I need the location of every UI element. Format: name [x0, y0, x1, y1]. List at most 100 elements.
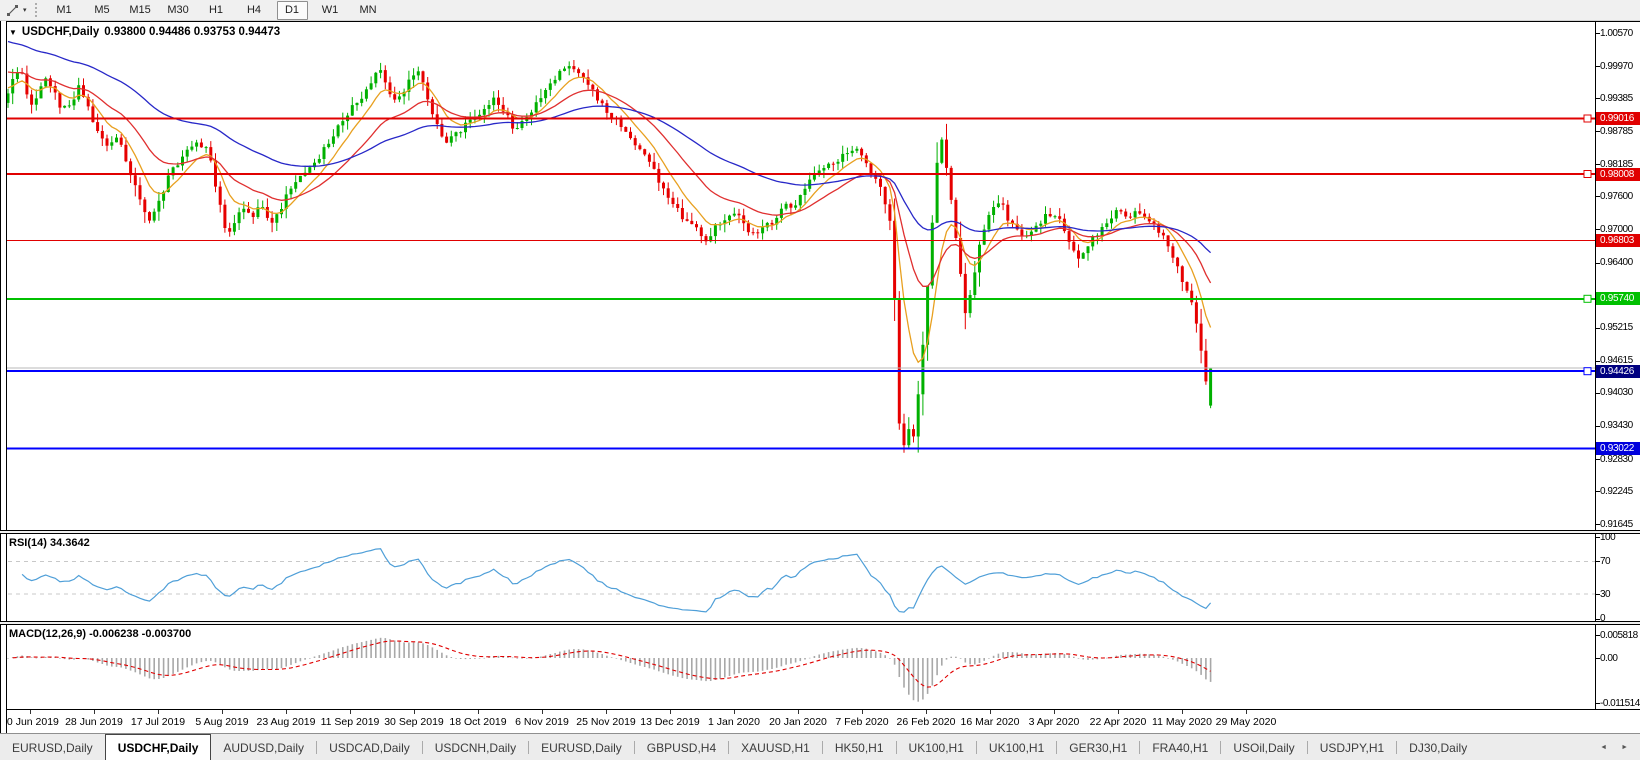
tab-GER30-H1[interactable]: GER30,H1 [1069, 740, 1128, 755]
rsi-tick-label-tick [1596, 618, 1600, 620]
macd-tick-label-tick [1596, 703, 1600, 705]
tab-DJ30-Daily[interactable]: DJ30,Daily [1409, 740, 1468, 755]
rsi-indicator-label: RSI(14) 34.3642 [9, 537, 90, 549]
date-label: 13 Dec 2019 [640, 716, 700, 728]
rsi-panel-canvas[interactable] [0, 534, 1595, 621]
timeframe-button-MN[interactable]: MN [359, 3, 377, 16]
tab-FRA40-H1[interactable]: FRA40,H1 [1152, 740, 1209, 755]
panel-splitter-rsi[interactable] [0, 530, 1640, 534]
chart-tabs-bar: EURUSD,Daily USDCHF,Daily AUDUSD,Daily USDC… [0, 733, 1640, 760]
time-axis-tick [670, 710, 671, 714]
timeframe-button-M15[interactable]: M15 [129, 3, 151, 16]
price-badge-0.94426: 0.94426 [1596, 364, 1640, 378]
date-label: 29 May 2020 [1215, 716, 1277, 728]
time-axis-tick [350, 710, 351, 714]
time-axis-tick [286, 710, 287, 714]
tab-XAUUSD-H1[interactable]: XAUUSD,H1 [741, 740, 810, 755]
toolbar-grip[interactable] [34, 3, 39, 17]
price-tick-label-tick [1596, 459, 1600, 460]
date-label: 20 Jan 2020 [769, 716, 827, 728]
toolbar: ▾ M1 M5 M15 M30 H1 H4 D1 W1 MN [0, 0, 1640, 21]
panel-splitter-macd[interactable] [0, 621, 1640, 625]
chart-menu-icon[interactable]: ▼ [9, 27, 17, 37]
price-tick-label-tick [1596, 425, 1600, 427]
price-tick-label: 0.94615 [1600, 355, 1633, 367]
macd-panel-canvas[interactable] [0, 625, 1595, 709]
timeframe-button-M1[interactable]: M1 [56, 3, 72, 16]
price-tick-label-tick [1596, 66, 1600, 68]
time-axis-tick [542, 710, 543, 714]
timeframe-button-W1[interactable]: W1 [321, 3, 339, 16]
date-label: 30 Sep 2019 [384, 716, 444, 728]
timeframe-button-H1[interactable]: H1 [208, 3, 224, 16]
macd-tick-label-tick [1596, 658, 1600, 659]
time-axis-tick [1054, 710, 1055, 714]
rsi-tick-label: 0 [1600, 613, 1606, 624]
price-tick-label: 0.99970 [1600, 60, 1633, 72]
time-axis-tick [222, 710, 223, 714]
timeframe-button-M5[interactable]: M5 [94, 3, 110, 16]
tab-USDCAD-Daily[interactable]: USDCAD,Daily [329, 740, 410, 755]
price-badge-0.99016: 0.99016 [1596, 112, 1640, 126]
time-axis-tick [1182, 710, 1183, 714]
tab-divider [895, 741, 897, 754]
date-label: 6 Nov 2019 [515, 716, 569, 728]
tab-EURUSD-Daily[interactable]: EURUSD,Daily [12, 740, 93, 755]
chart-ohlc-values: 0.93800 0.94486 0.93753 0.94473 [104, 26, 281, 38]
timeframe-buttons: M1 M5 M15 M30 H1 H4 D1 W1 MN [49, 0, 384, 20]
macd-tick-label: -0.011514 [1600, 697, 1640, 709]
tab-USDJPY-H1[interactable]: USDJPY,H1 [1319, 740, 1385, 755]
rsi-chart-svg[interactable] [0, 534, 1595, 621]
chart-symbol-label: USDCHF,Daily [21, 26, 100, 38]
timeframe-button-H4[interactable]: H4 [246, 3, 262, 16]
tab-USDCNH-Daily[interactable]: USDCNH,Daily [434, 740, 517, 755]
date-label: 28 Jun 2019 [65, 716, 123, 728]
chart-title: ▼ USDCHF,Daily 0.93800 0.94486 0.93753 0… [9, 26, 280, 38]
chart-frame-top [0, 21, 1640, 22]
price-tick-label: 0.92245 [1600, 485, 1633, 497]
date-label: 1 Jan 2020 [708, 716, 760, 728]
tab-scroll-left-icon[interactable]: ◄ [1600, 744, 1608, 751]
date-label: 26 Feb 2020 [896, 716, 956, 728]
price-tick-label: 0.93430 [1600, 420, 1633, 432]
price-chart-canvas[interactable] [0, 22, 1595, 530]
price-tick-label: 0.94030 [1600, 387, 1633, 399]
time-axis-tick [990, 710, 991, 714]
line-tool-dropdown-icon[interactable]: ▾ [23, 6, 27, 14]
tab-USDCHF-Daily[interactable]: USDCHF,Daily [104, 734, 212, 760]
tab-scroll-right-icon[interactable]: ► [1621, 744, 1628, 751]
tab-divider [316, 741, 318, 754]
date-label: 7 Feb 2020 [835, 716, 889, 728]
date-label: 3 Apr 2020 [1028, 716, 1080, 728]
time-axis-tick [30, 710, 31, 714]
tab-UK100-H1[interactable]: UK100,H1 [908, 740, 964, 755]
tab-GBPUSD-H4[interactable]: GBPUSD,H4 [646, 740, 717, 755]
date-label: 11 Sep 2019 [320, 716, 380, 728]
price-tick-label-tick [1596, 33, 1600, 34]
macd-tick-label: 0.005818 [1600, 629, 1638, 641]
time-axis-tick [926, 710, 927, 714]
price-tick-label-tick [1596, 131, 1600, 133]
line-tool-icon[interactable] [5, 3, 20, 18]
price-tick-label-tick [1596, 392, 1600, 394]
tab-divider [1306, 741, 1308, 754]
timeframe-button-D1[interactable]: D1 [276, 0, 308, 20]
tab-HK50-H1[interactable]: HK50,H1 [834, 740, 884, 755]
macd-chart-svg[interactable] [0, 625, 1595, 709]
macd-indicator-label: MACD(12,26,9) -0.006238 -0.003700 [9, 628, 192, 640]
tab-AUDUSD-Daily[interactable]: AUDUSD,Daily [223, 740, 305, 755]
tab-divider [975, 741, 977, 754]
price-tick-label: 0.99385 [1600, 92, 1633, 104]
rsi-tick-label: 30 [1600, 588, 1611, 600]
timeframe-button-M30[interactable]: M30 [167, 3, 189, 16]
price-tick-label-tick [1596, 524, 1600, 526]
tab-EURUSD-Daily[interactable]: EURUSD,Daily [541, 740, 622, 755]
tab-USOil-Daily[interactable]: USOil,Daily [1233, 740, 1295, 755]
tab-divider [1220, 741, 1222, 754]
tab-UK100-H1[interactable]: UK100,H1 [988, 740, 1045, 755]
rsi-tick-label-tick [1596, 561, 1600, 563]
price-chart-svg[interactable] [0, 22, 1595, 530]
price-badge-0.98008: 0.98008 [1596, 167, 1640, 181]
chart-frame-bottom [0, 709, 1640, 710]
